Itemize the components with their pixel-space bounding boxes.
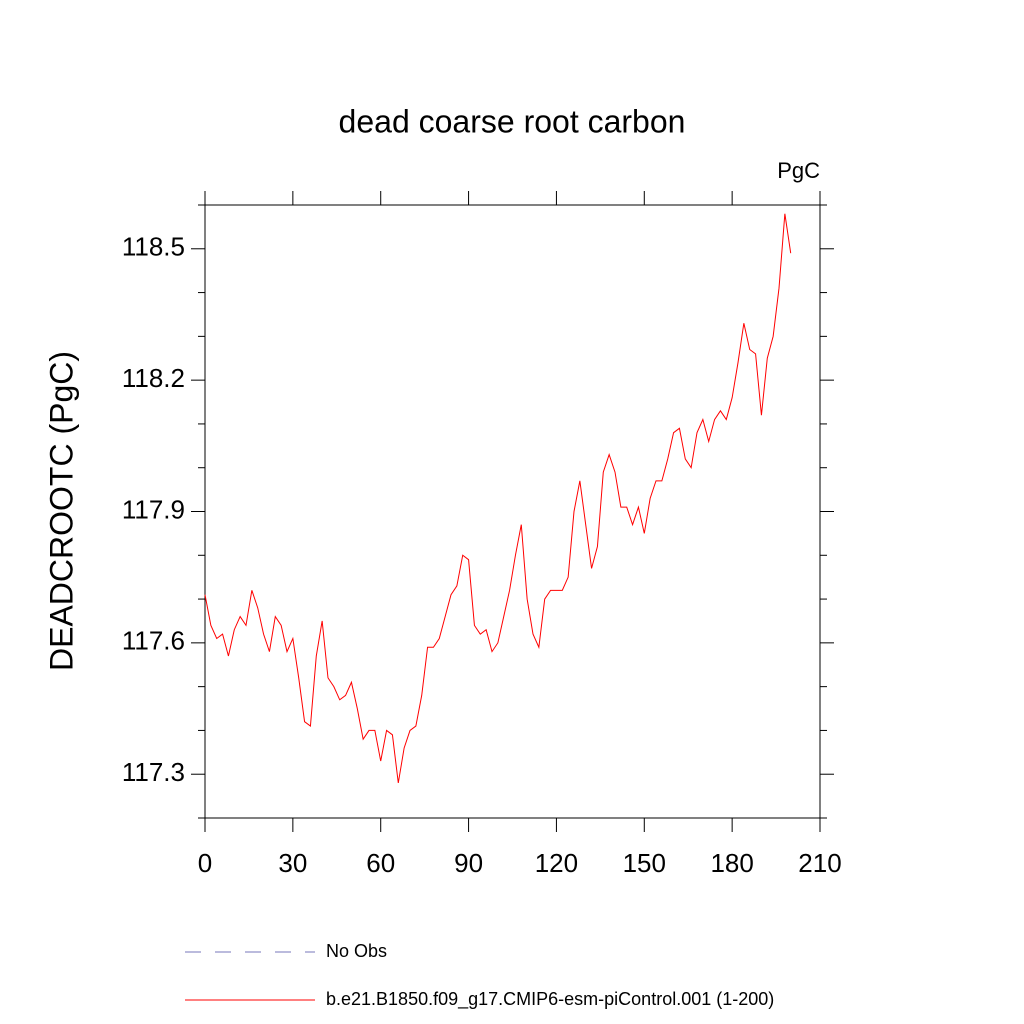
series-line	[204, 213, 792, 784]
x-tick-label: 150	[623, 848, 666, 878]
plot-frame	[204, 204, 821, 819]
x-tick-label: 30	[278, 848, 307, 878]
units-label: PgC	[777, 158, 820, 183]
x-tick-label: 0	[198, 848, 212, 878]
x-tick-label: 180	[710, 848, 753, 878]
x-tick-label: 210	[798, 848, 841, 878]
legend-label: No Obs	[326, 941, 387, 961]
y-tick-label: 117.3	[122, 757, 185, 787]
y-tick-label: 118.5	[122, 232, 185, 262]
legend-label: b.e21.B1850.f09_g17.CMIP6-esm-piControl.…	[326, 989, 774, 1010]
x-tick-label: 120	[535, 848, 578, 878]
y-tick-label: 118.2	[122, 363, 185, 393]
x-tick-label: 60	[366, 848, 395, 878]
x-tick-label: 90	[454, 848, 483, 878]
chart-title: dead coarse root carbon	[339, 103, 686, 139]
y-axis-label: DEADCROOTC (PgC)	[43, 351, 79, 671]
y-tick-label: 117.9	[122, 494, 185, 524]
y-tick-label: 117.6	[122, 626, 185, 656]
